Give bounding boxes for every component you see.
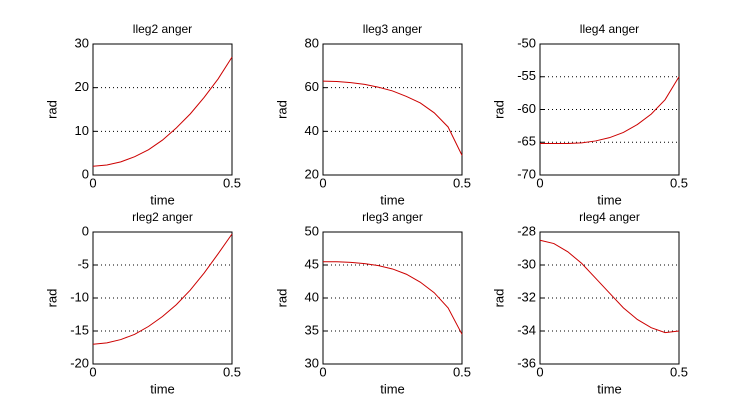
x-axis-label: time xyxy=(150,381,175,396)
y-tick-label: -34 xyxy=(517,322,536,337)
y-tick-label: 0 xyxy=(82,223,89,238)
plot-area xyxy=(540,232,679,364)
plot-area xyxy=(323,44,462,175)
subplot: 20 40 60 80 0 0.5 lleg3 anger time rad xyxy=(274,22,471,207)
chart-title: lleg3 anger xyxy=(363,22,422,36)
frame xyxy=(539,231,680,365)
y-tick-label: 50 xyxy=(305,223,319,238)
y-tick-label: -28 xyxy=(517,223,536,238)
y-axis-label: rad xyxy=(274,100,289,119)
y-tick-label: -20 xyxy=(70,355,89,370)
chart-title: rleg2 anger xyxy=(132,210,193,224)
x-tick-label: 0 xyxy=(319,364,326,379)
y-axis-label: rad xyxy=(44,289,59,308)
y-tick-label: -32 xyxy=(517,289,536,304)
x-tick-label: 0.5 xyxy=(670,364,688,379)
frame xyxy=(92,231,233,365)
x-axis-label: time xyxy=(597,192,622,207)
x-tick-label: 0.5 xyxy=(453,175,471,190)
y-axis-label: rad xyxy=(491,289,506,308)
y-axis-label: rad xyxy=(44,100,59,119)
y-tick-label: -50 xyxy=(517,35,536,50)
frame xyxy=(539,43,680,176)
y-tick-label: 80 xyxy=(305,35,319,50)
y-tick-label: 40 xyxy=(305,123,319,138)
y-axis-label: rad xyxy=(274,289,289,308)
x-axis-label: time xyxy=(380,381,405,396)
subplot: -36 -34 -32 -30 -28 0 0.5 rleg4 anger time rad xyxy=(491,210,688,396)
data-line xyxy=(539,239,680,334)
y-tick-label: 30 xyxy=(75,35,89,50)
y-tick-label: 30 xyxy=(305,355,319,370)
subplot: 0 10 20 30 0 0.5 lleg2 anger time rad xyxy=(44,22,241,207)
frame xyxy=(322,231,463,365)
y-tick-label: 35 xyxy=(305,322,319,337)
y-tick-label: 10 xyxy=(75,123,89,138)
chart-title: rleg4 anger xyxy=(579,210,640,224)
y-tick-label: 45 xyxy=(305,256,319,271)
x-tick-label: 0.5 xyxy=(453,364,471,379)
x-tick-label: 0 xyxy=(536,175,543,190)
subplot: 30 35 40 45 50 0 0.5 rleg3 anger time rad xyxy=(274,210,471,396)
frame xyxy=(92,43,233,176)
x-tick-label: 0.5 xyxy=(223,175,241,190)
plot-area xyxy=(93,44,232,175)
plot-area xyxy=(93,232,232,364)
x-tick-label: 0 xyxy=(89,364,96,379)
x-tick-label: 0 xyxy=(319,175,326,190)
x-tick-label: 0 xyxy=(536,364,543,379)
data-line xyxy=(92,56,233,167)
chart-title: lleg4 anger xyxy=(580,22,639,36)
chart-title: lleg2 anger xyxy=(133,22,192,36)
y-tick-label: 60 xyxy=(305,79,319,94)
x-axis-label: time xyxy=(380,192,405,207)
y-tick-label: 20 xyxy=(305,166,319,181)
frame xyxy=(322,43,463,176)
y-tick-label: 40 xyxy=(305,289,319,304)
y-tick-label: 20 xyxy=(75,79,89,94)
x-tick-label: 0 xyxy=(89,175,96,190)
y-tick-label: -70 xyxy=(517,166,536,181)
y-axis-label: rad xyxy=(491,100,506,119)
data-line xyxy=(92,233,233,345)
chart-title: rleg3 anger xyxy=(362,210,423,224)
data-line xyxy=(540,76,680,145)
y-tick-label: -36 xyxy=(517,355,536,370)
data-line xyxy=(322,80,463,156)
subplot: -70 -65 -60 -55 -50 0 0.5 lleg4 anger time rad xyxy=(491,22,688,207)
subplot: -20 -15 -10 -5 0 0 0.5 rleg2 anger time rad xyxy=(44,210,241,396)
data-line xyxy=(323,261,463,335)
y-tick-label: -10 xyxy=(70,289,89,304)
y-tick-label: -55 xyxy=(517,68,536,83)
x-tick-label: 0.5 xyxy=(670,175,688,190)
y-tick-label: 0 xyxy=(82,166,89,181)
y-tick-label: -60 xyxy=(517,101,536,116)
y-tick-label: -5 xyxy=(77,256,89,271)
x-axis-label: time xyxy=(150,192,175,207)
x-axis-label: time xyxy=(597,381,622,396)
y-tick-label: -15 xyxy=(70,322,89,337)
x-tick-label: 0.5 xyxy=(223,364,241,379)
y-tick-label: -65 xyxy=(517,134,536,149)
y-tick-label: -30 xyxy=(517,256,536,271)
